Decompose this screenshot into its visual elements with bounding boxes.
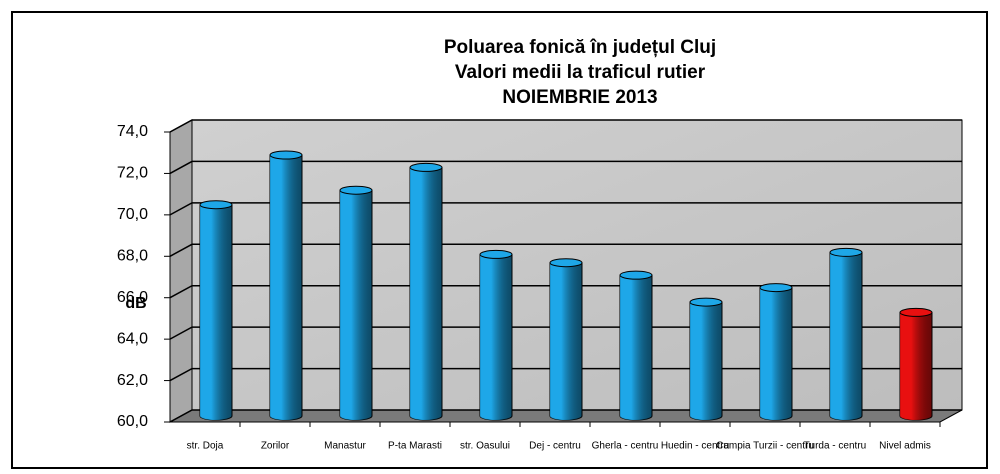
x-tick-label: Dej - centru <box>529 441 581 452</box>
y-tick-label: 74,0 <box>117 123 148 140</box>
bar-top <box>899 307 933 317</box>
grid-line <box>169 202 962 216</box>
grid-line <box>169 243 962 257</box>
bar-top <box>759 283 793 293</box>
bar-top <box>689 297 723 307</box>
grid-line <box>169 119 962 133</box>
x-tick-label: Huedin - centru <box>661 441 729 452</box>
x-tick-label: Campia Turzii - centru <box>716 441 814 452</box>
chart-title: Poluarea fonică în județul Cluj <box>444 37 716 58</box>
y-tick-label: 66,0 <box>117 289 148 306</box>
bar-top <box>409 162 443 172</box>
chart-title: Valori medii la traficul rutier <box>455 62 706 83</box>
bar-shade <box>620 275 652 420</box>
y-tick-label: 72,0 <box>117 165 148 182</box>
x-tick-label: Turda - centru <box>804 441 866 452</box>
bar-top <box>479 249 513 259</box>
x-tick-label: str. Doja <box>187 441 224 452</box>
x-tick-label: str. Oasului <box>460 441 510 452</box>
grid-line <box>169 160 962 175</box>
bar-shade <box>480 254 512 420</box>
y-tick-label: 68,0 <box>117 248 148 265</box>
x-tick-label: P-ta Marasti <box>388 441 442 452</box>
y-tick-label: 70,0 <box>117 206 148 223</box>
bar-shade <box>550 262 582 420</box>
bar-shade <box>830 252 862 420</box>
chart-title: NOIEMBRIE 2013 <box>502 87 657 108</box>
y-tick-label: 60,0 <box>117 413 148 430</box>
x-tick-label: Nivel admis <box>879 441 931 452</box>
bar-shade <box>270 155 302 420</box>
bar-top <box>269 150 303 160</box>
bar-top <box>829 247 863 257</box>
side-wall <box>169 119 193 423</box>
y-tick-label: 62,0 <box>117 372 148 389</box>
bar-shade <box>760 287 792 420</box>
bar-top <box>339 185 373 195</box>
bar-shade <box>900 312 932 420</box>
y-tick-label: 64,0 <box>117 330 148 347</box>
bar-top <box>619 270 653 280</box>
grid-line <box>169 284 962 299</box>
bar-shade <box>200 204 232 420</box>
bar-shade <box>410 167 442 420</box>
bar-top <box>549 258 583 268</box>
bar-top <box>199 200 233 210</box>
x-tick-label: Zorilor <box>261 441 290 452</box>
bar-shade <box>690 302 722 420</box>
y-axis-label: dB <box>125 295 146 312</box>
x-tick-label: Gherla - centru <box>592 441 659 452</box>
bar-shade <box>340 190 372 420</box>
x-tick-label: Manastur <box>324 441 366 452</box>
